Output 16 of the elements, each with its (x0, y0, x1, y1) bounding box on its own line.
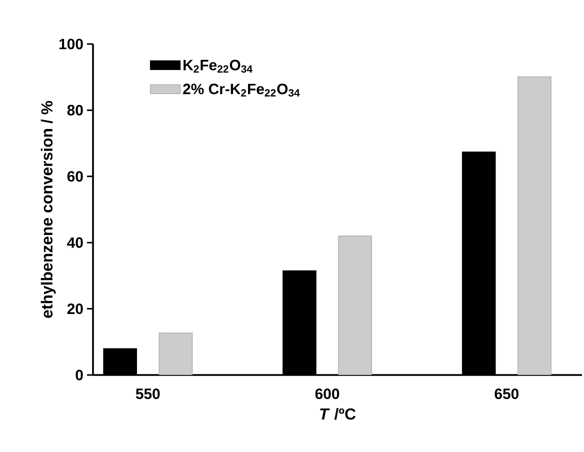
legend-label: 2% Cr-K$_{2}$Fe$_{22}$O$_{34}$ (183, 84, 300, 97)
y-axis-title: ethylbenzene conversion / % (40, 100, 56, 318)
x-tick-label: 550 (136, 388, 160, 400)
y-tick-label: 60 (67, 171, 83, 182)
x-tick-label: 600 (315, 388, 340, 400)
legend-label: K$_{2}$Fe$_{22}$O$_{34}$ (184, 60, 252, 73)
y-tick-label: 0 (76, 370, 83, 380)
bar (518, 76, 552, 375)
y-tick-label: 80 (67, 104, 83, 116)
x-tick-label: 650 (494, 388, 519, 400)
bar (338, 236, 372, 375)
y-tick-label: 20 (67, 304, 83, 314)
x-axis-title: T /ºC (320, 408, 356, 420)
y-tick-label: 40 (67, 237, 83, 248)
bar (158, 332, 193, 375)
y-tick-label: 100 (59, 38, 83, 50)
